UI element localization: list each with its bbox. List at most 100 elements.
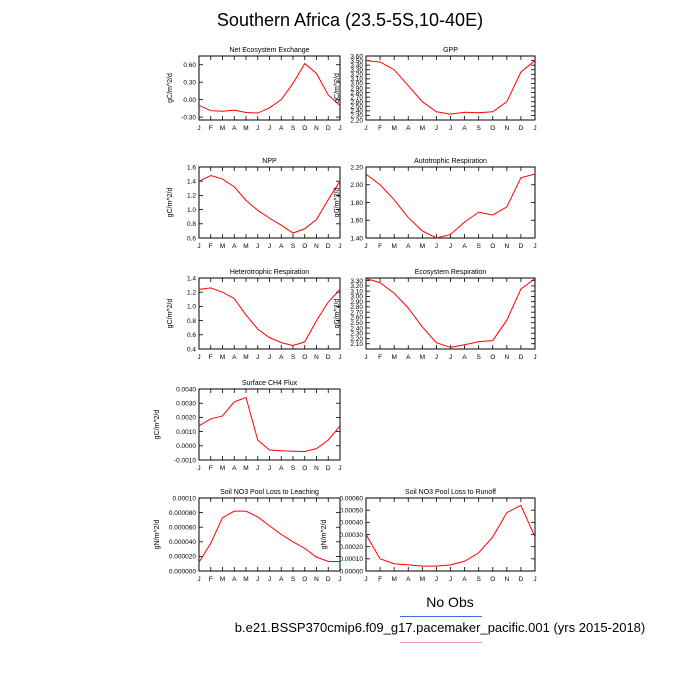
series-line: [365, 173, 536, 239]
y-tick-label: 3.20: [350, 72, 363, 79]
x-tick-label: F: [209, 243, 213, 250]
y-tick-label: 3.30: [350, 67, 363, 74]
panel-title: Surface CH4 Flux: [242, 380, 298, 387]
y-tick-label: 3.10: [350, 288, 363, 295]
x-tick-label: S: [291, 354, 296, 361]
series-line: [365, 60, 536, 115]
y-tick-label: 3.30: [350, 278, 363, 285]
x-tick-label: J: [449, 576, 452, 583]
x-tick-label: D: [519, 243, 524, 250]
y-tick-label: 2.70: [350, 309, 363, 316]
y-tick-label: 1.40: [350, 235, 363, 242]
y-tick-label: 0.000040: [169, 539, 196, 546]
x-tick-label: O: [490, 354, 495, 361]
y-tick-label: 1.4: [187, 275, 196, 282]
x-tick-label: D: [326, 465, 331, 472]
x-tick-label: J: [197, 354, 200, 361]
x-tick-label: S: [291, 125, 296, 132]
x-tick-label: M: [420, 243, 425, 250]
x-tick-label: J: [338, 354, 341, 361]
y-tick-label: 3.60: [350, 53, 363, 60]
y-tick-label: 2.50: [350, 320, 363, 327]
y-tick-label: 2.30: [350, 113, 363, 120]
y-tick-label: 1.80: [350, 200, 363, 207]
x-tick-label: N: [314, 354, 319, 361]
panel-title: Ecosystem Respiration: [415, 269, 487, 276]
x-tick-label: J: [197, 243, 200, 250]
y-tick-label: 2.80: [350, 90, 363, 97]
y-tick-label: 0.8: [187, 221, 196, 228]
y-tick-label: 0.0020: [176, 415, 196, 422]
y-tick-label: 1.60: [350, 218, 363, 225]
x-tick-label: F: [378, 354, 382, 361]
chart-panel-4: Autotrophic Respiration gC/m^2/d 1.40 1.60 1…: [334, 158, 537, 250]
x-tick-label: D: [519, 354, 524, 361]
x-tick-label: M: [391, 125, 396, 132]
x-tick-label: N: [314, 125, 319, 132]
x-tick-label: N: [504, 243, 509, 250]
x-tick-label: A: [232, 465, 237, 472]
x-tick-label: M: [220, 243, 225, 250]
y-tick-label: -0.0010: [174, 457, 196, 464]
x-tick-label: J: [256, 125, 259, 132]
x-tick-label: A: [232, 354, 237, 361]
x-tick-label: F: [209, 125, 213, 132]
y-tick-label: 2.20: [350, 117, 363, 124]
x-tick-label: J: [338, 576, 341, 583]
y-tick-label: 2.20: [350, 336, 363, 343]
x-tick-label: O: [302, 576, 307, 583]
y-tick-label: 2.60: [350, 315, 363, 322]
x-tick-label: A: [406, 576, 411, 583]
x-tick-label: S: [476, 576, 481, 583]
x-tick-label: M: [243, 125, 248, 132]
x-tick-label: J: [364, 576, 367, 583]
y-tick-label: 0.0040: [176, 386, 196, 393]
y-tick-label: 1.0: [187, 207, 196, 214]
y-tick-label: 3.00: [350, 81, 363, 88]
x-tick-label: D: [326, 576, 331, 583]
x-tick-label: F: [209, 576, 213, 583]
chart-panel-5: Heterotrophic Respiration gC/m^2/d 0.4 0.6 0…: [167, 269, 342, 361]
x-tick-label: J: [533, 354, 536, 361]
x-tick-label: J: [268, 354, 271, 361]
x-tick-label: D: [519, 576, 524, 583]
y-tick-label: 1.2: [187, 193, 196, 200]
x-tick-label: M: [420, 125, 425, 132]
y-axis-label: gN/m^2/d: [321, 520, 328, 550]
y-tick-label: 0.0030: [176, 401, 196, 408]
y-tick-label: 1.6: [187, 164, 196, 171]
x-tick-label: N: [504, 125, 509, 132]
x-tick-label: J: [256, 243, 259, 250]
y-axis-label: gC/m^2/d: [167, 73, 174, 103]
legend-label: No Obs: [426, 594, 474, 610]
series-line: [365, 278, 536, 348]
x-tick-label: F: [209, 465, 213, 472]
x-tick-label: A: [279, 354, 284, 361]
x-tick-label: A: [279, 125, 284, 132]
y-tick-label: 0.000080: [169, 510, 196, 517]
x-tick-label: D: [326, 125, 331, 132]
x-tick-label: J: [268, 465, 271, 472]
y-tick-label: 2.50: [350, 104, 363, 111]
plot-frame: [198, 388, 341, 461]
legend-line-blue: [400, 616, 482, 617]
y-axis-label: gC/m^2/d: [167, 299, 174, 329]
x-tick-label: D: [519, 125, 524, 132]
y-tick-label: -0.30: [181, 114, 196, 121]
y-axis-label: gC/m^2/d: [334, 73, 341, 103]
x-tick-label: O: [302, 354, 307, 361]
y-tick-label: 0.00040: [340, 520, 364, 527]
y-axis-label: gC/m^2/d: [154, 410, 161, 440]
y-tick-label: 0.00010: [173, 495, 197, 502]
x-tick-label: J: [533, 125, 536, 132]
y-tick-label: 2.30: [350, 331, 363, 338]
y-tick-label: 3.00: [350, 294, 363, 301]
x-tick-label: M: [420, 354, 425, 361]
y-tick-label: 1.4: [187, 179, 196, 186]
y-tick-label: 3.10: [350, 76, 363, 83]
panel-title: Soil NO3 Pool Loss to Leaching: [220, 489, 319, 496]
x-tick-label: J: [256, 354, 259, 361]
x-tick-label: J: [364, 354, 367, 361]
x-tick-label: N: [314, 576, 319, 583]
x-tick-label: M: [391, 243, 396, 250]
